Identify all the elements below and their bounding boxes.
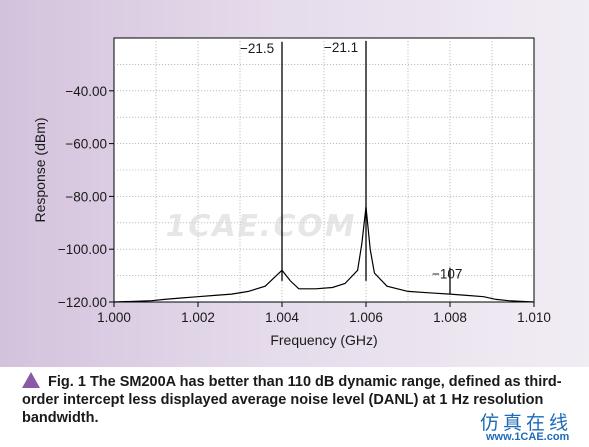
peak-labels: −21.5 −21.1 −107 (240, 40, 462, 282)
y-tick-label: −120.00 (58, 295, 107, 310)
caption-label: Fig. 1 (48, 374, 86, 390)
y-tick-label: −100.00 (58, 242, 107, 257)
chart-watermark: 1CAE.COM (162, 209, 359, 244)
y-tick-label: −80.00 (65, 189, 107, 204)
site-watermark-name: 仿真在线 (480, 412, 573, 434)
figure-panel: 1CAE.COM −21.5 −21.1 −107 −120.00 −100.00 −8… (0, 0, 589, 367)
x-tick-label: 1.006 (349, 310, 383, 325)
x-tick-label: 1.000 (97, 310, 131, 325)
peak-label: −107 (432, 267, 462, 282)
y-axis-ticks: −120.00 −100.00 −80.00 −60.00 −40.00 (58, 84, 114, 310)
x-tick-label: 1.002 (181, 310, 215, 325)
y-tick-label: −40.00 (65, 84, 107, 99)
x-tick-label: 1.010 (517, 310, 551, 325)
peak-label: −21.1 (324, 40, 358, 55)
peak-label: −21.5 (240, 41, 274, 56)
site-watermark: 仿真在线 www.1CAE.com (476, 408, 584, 446)
y-axis-label: Response (dBm) (32, 117, 48, 222)
x-tick-label: 1.008 (433, 310, 467, 325)
x-axis-label: Frequency (GHz) (270, 332, 377, 348)
site-watermark-url: www.1CAE.com (486, 431, 570, 443)
caption-text: The SM200A has better than 110 dB dynami… (22, 374, 562, 426)
y-tick-label: −60.00 (65, 137, 107, 152)
series (113, 40, 535, 303)
chart: 1CAE.COM −21.5 −21.1 −107 −120.00 −100.00 −8… (32, 37, 551, 348)
x-axis-ticks: 1.000 1.002 1.004 1.006 1.008 1.010 (97, 302, 551, 325)
x-tick-label: 1.004 (265, 310, 299, 325)
triangle-icon (22, 372, 40, 388)
noise-floor-line (113, 206, 535, 303)
grid-lines (114, 38, 534, 302)
figure-caption: Fig. 1 The SM200A has better than 110 dB… (22, 372, 582, 427)
